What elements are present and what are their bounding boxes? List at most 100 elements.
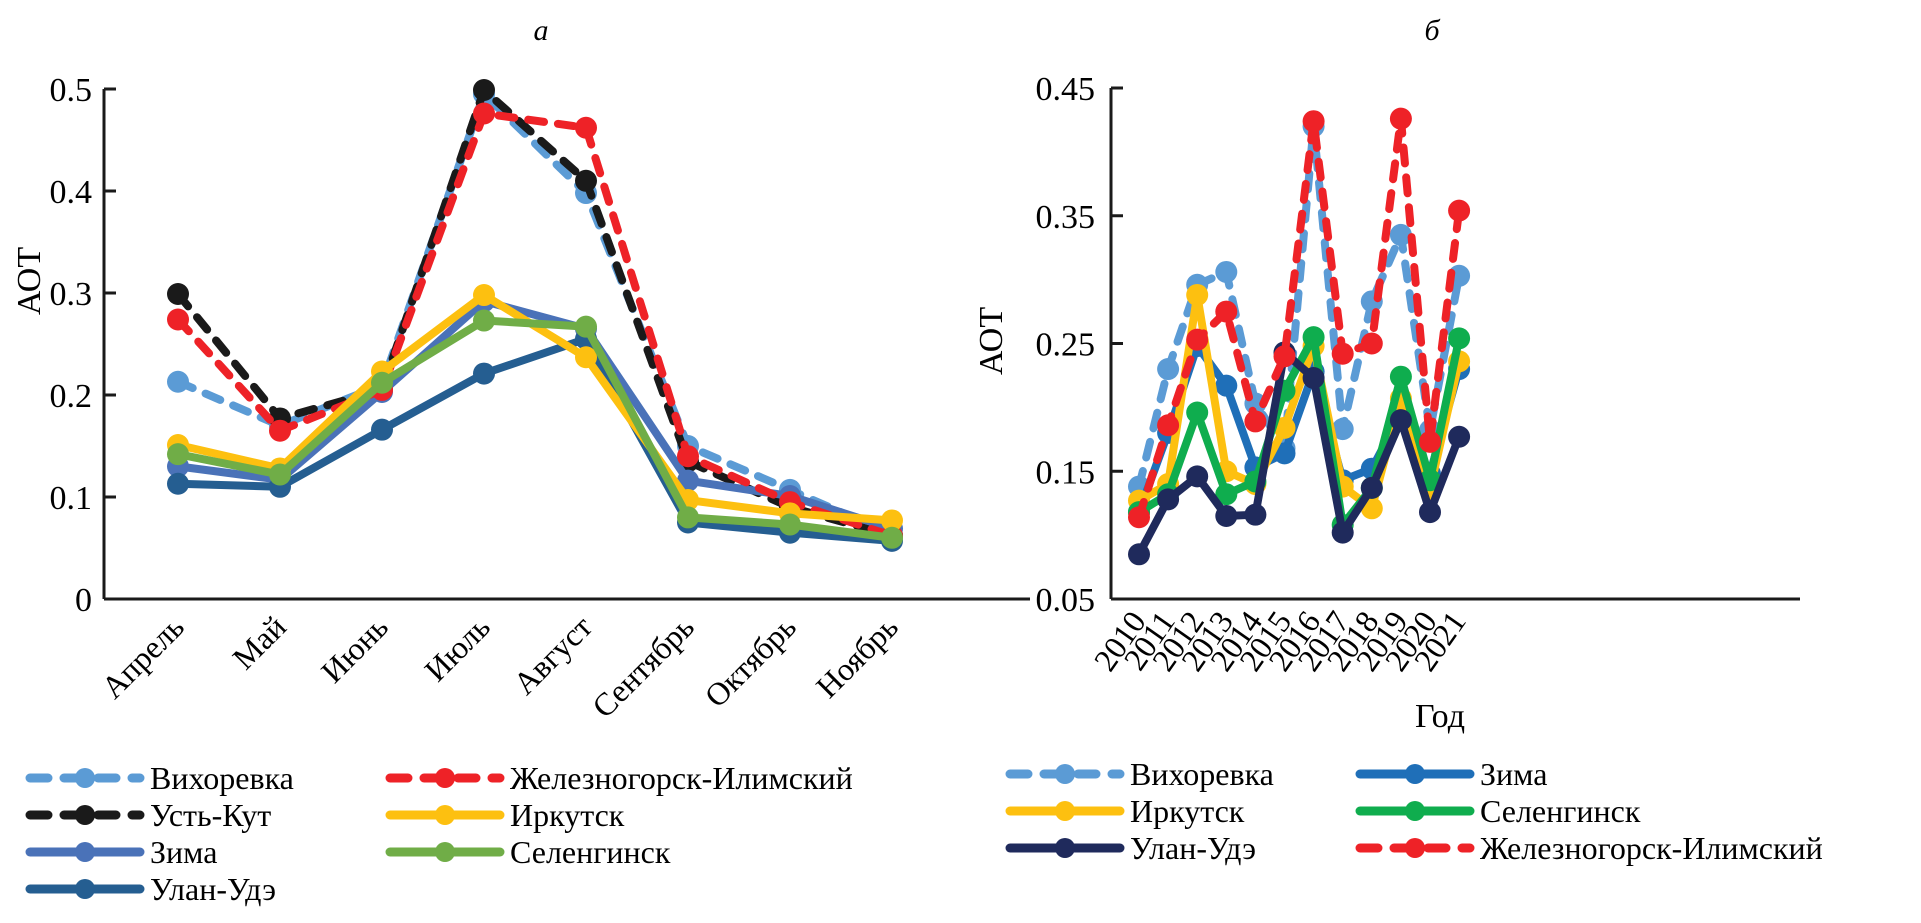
data-point — [881, 526, 903, 549]
legend-item: Зима — [25, 834, 217, 870]
data-point — [1273, 345, 1296, 368]
y-tick-label: 0.25 — [1036, 327, 1096, 364]
data-point — [473, 79, 495, 102]
data-point — [167, 370, 189, 393]
panel-b-chart: б АОТ Год 0.050.150.250.350.45 201020112… — [973, 14, 1823, 866]
data-point — [1157, 358, 1180, 381]
legend-swatch-marker — [1055, 801, 1075, 821]
data-point — [1244, 503, 1267, 526]
legend-swatch-marker — [1405, 764, 1425, 784]
panel-b-title: б — [1424, 14, 1440, 47]
data-point — [371, 418, 393, 441]
legend-item: Зима — [1355, 756, 1547, 792]
data-point — [677, 445, 699, 468]
legend-swatch-marker — [75, 842, 95, 862]
legend-item: Улан-Удэ — [1005, 830, 1256, 866]
data-point — [1302, 366, 1325, 389]
legend-label: Улан-Удэ — [1130, 830, 1256, 866]
legend-label: Железногорск-Илимский — [1480, 830, 1823, 866]
x-tick-label: Май — [225, 608, 293, 676]
series-line — [174, 334, 896, 545]
legend-label: Селенгинск — [510, 834, 671, 870]
y-tick-label: 0.4 — [50, 174, 93, 211]
panel-a-legend: Вихоревка Железногорск-Илимский Усть-Кут Ир… — [25, 760, 853, 907]
legend-item: Железногорск-Илимский — [385, 760, 853, 796]
data-point — [1157, 488, 1180, 511]
y-tick-label: 0.05 — [1036, 582, 1096, 619]
series-Улан-Удэ — [1128, 341, 1471, 566]
y-tick-label: 0.2 — [50, 378, 93, 415]
data-point — [473, 362, 495, 385]
x-tick-label: Июль — [417, 608, 497, 688]
data-point — [473, 309, 495, 332]
legend-item: Вихоревка — [1005, 756, 1274, 792]
panel-a-y-axis-title: АОТ — [11, 247, 48, 315]
legend-swatch-marker — [435, 842, 455, 862]
y-tick-label: 0.5 — [50, 72, 93, 109]
data-point — [1331, 418, 1354, 441]
data-point — [167, 283, 189, 306]
data-point — [473, 102, 495, 125]
data-point — [1389, 223, 1412, 246]
series-Железногорск-Илимский — [1128, 107, 1471, 529]
data-point — [473, 284, 495, 307]
legend-swatch-marker — [435, 805, 455, 825]
data-point — [1186, 283, 1209, 306]
y-tick-label: 0 — [75, 582, 92, 619]
legend-label: Железногорск-Илимский — [510, 760, 853, 796]
data-point — [1157, 414, 1180, 437]
data-point — [1215, 483, 1238, 506]
data-point — [1302, 326, 1325, 349]
data-point — [371, 371, 393, 394]
data-point — [1215, 374, 1238, 397]
series-line — [174, 109, 896, 540]
panel-b-y-axis-title: АОТ — [973, 307, 1010, 375]
legend-item: Селенгинск — [1355, 793, 1641, 829]
legend-swatch-marker — [1055, 764, 1075, 784]
legend-label: Улан-Удэ — [150, 871, 276, 907]
legend-swatch-marker — [1405, 801, 1425, 821]
legend-swatch-marker — [435, 768, 455, 788]
data-point — [677, 506, 699, 529]
data-point — [1273, 416, 1296, 439]
y-tick-label: 0.35 — [1036, 199, 1096, 236]
y-tick-label: 0.3 — [50, 276, 93, 313]
panel-a-chart: а АОТ 0 0.1 0.2 0.3 0.4 0.5 Апрель Май Июнь Июль… — [11, 14, 1030, 907]
data-point — [1448, 199, 1471, 222]
data-point — [1419, 430, 1441, 453]
series-Селенгинск — [167, 309, 903, 549]
x-tick-label: Сентябрь — [585, 608, 701, 724]
data-point — [1389, 409, 1412, 432]
data-point — [167, 308, 189, 331]
data-point — [167, 443, 189, 466]
legend-swatch-marker — [1055, 838, 1075, 858]
data-point — [1128, 506, 1150, 529]
legend-label: Зима — [150, 834, 217, 870]
data-point — [1186, 465, 1209, 488]
series-line — [174, 86, 896, 540]
legend-item: Улан-Удэ — [25, 871, 276, 907]
y-tick-label: 0.45 — [1036, 71, 1096, 108]
legend-label: Иркутск — [1130, 793, 1245, 829]
legend-swatch-marker — [75, 879, 95, 899]
legend-item: Железногорск-Илимский — [1355, 830, 1823, 866]
legend-item: Вихоревка — [25, 760, 294, 796]
y-tick-label: 0.1 — [50, 480, 93, 517]
data-point — [575, 315, 597, 338]
legend-swatch-marker — [75, 805, 95, 825]
panel-a-title: а — [534, 14, 549, 47]
data-point — [1360, 332, 1383, 355]
data-point — [1273, 442, 1296, 465]
data-point — [1331, 521, 1354, 544]
data-point — [167, 472, 189, 495]
data-point — [1419, 501, 1441, 524]
data-point — [269, 419, 291, 442]
data-point — [269, 463, 291, 486]
data-point — [575, 116, 597, 139]
data-point — [1244, 410, 1267, 433]
legend-label: Вихоревка — [150, 760, 294, 796]
data-point — [1302, 110, 1325, 133]
data-point — [1215, 504, 1238, 527]
data-point — [1448, 425, 1471, 448]
